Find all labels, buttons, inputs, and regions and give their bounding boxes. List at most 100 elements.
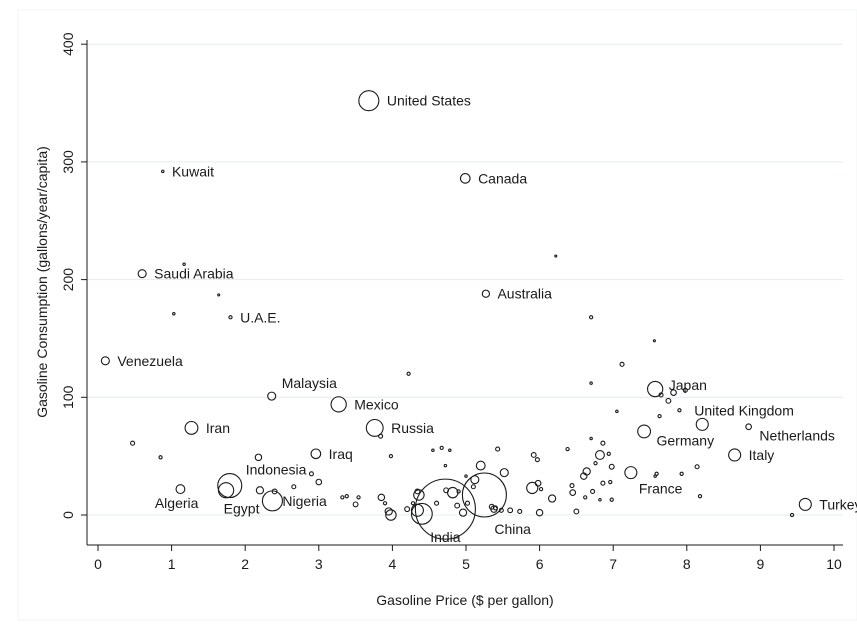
data-point bbox=[565, 446, 570, 452]
data-point bbox=[464, 500, 471, 506]
data-point-labeled bbox=[161, 169, 165, 174]
data-point bbox=[217, 293, 221, 297]
data-point bbox=[254, 453, 263, 462]
data-point bbox=[697, 494, 703, 499]
data-points bbox=[100, 90, 812, 540]
point-label: India bbox=[430, 529, 461, 545]
data-point bbox=[315, 478, 323, 486]
data-point-labeled bbox=[365, 418, 384, 437]
data-point bbox=[608, 463, 615, 470]
data-point bbox=[606, 451, 611, 456]
data-point bbox=[583, 495, 588, 500]
data-point-labeled bbox=[695, 417, 709, 431]
point-label: China bbox=[494, 521, 531, 537]
point-label: Australia bbox=[497, 286, 552, 302]
point-label: Turkey bbox=[819, 496, 857, 512]
data-point bbox=[448, 448, 452, 453]
data-point bbox=[434, 500, 440, 506]
data-point-labeled bbox=[267, 391, 277, 401]
data-point bbox=[598, 497, 602, 502]
data-point bbox=[573, 508, 580, 515]
data-point bbox=[530, 452, 537, 458]
data-point bbox=[456, 489, 461, 494]
data-point-labeled bbox=[228, 315, 233, 320]
x-tick-label: 4 bbox=[389, 556, 397, 572]
data-point bbox=[589, 436, 593, 441]
data-point bbox=[609, 497, 614, 502]
data-point bbox=[308, 471, 314, 477]
data-point-labeled bbox=[647, 380, 664, 398]
data-point-labeled bbox=[798, 497, 812, 511]
data-point bbox=[657, 413, 662, 419]
data-point bbox=[677, 408, 682, 413]
data-point bbox=[547, 494, 557, 503]
data-point bbox=[619, 361, 625, 367]
data-point bbox=[580, 472, 588, 480]
data-point-labeled bbox=[310, 448, 322, 460]
axes bbox=[86, 40, 843, 546]
data-point-labeled bbox=[217, 482, 235, 499]
x-tick-label: 8 bbox=[683, 556, 691, 572]
data-point bbox=[658, 392, 664, 398]
data-point bbox=[569, 483, 575, 489]
point-label: Venezuela bbox=[117, 353, 183, 369]
data-point-labeled bbox=[459, 173, 471, 184]
data-point bbox=[439, 445, 444, 451]
data-point bbox=[352, 501, 359, 508]
data-point bbox=[344, 494, 349, 499]
x-tick-label: 6 bbox=[536, 556, 544, 572]
data-point bbox=[534, 457, 540, 463]
data-point bbox=[388, 453, 394, 459]
point-label: Japan bbox=[669, 377, 707, 393]
data-point bbox=[694, 464, 700, 470]
point-label: Canada bbox=[478, 170, 527, 186]
y-tick-label: 100 bbox=[60, 385, 76, 409]
x-tick-label: 2 bbox=[241, 556, 249, 572]
x-tick-label: 1 bbox=[168, 556, 176, 572]
data-point bbox=[679, 471, 684, 476]
data-point bbox=[291, 484, 297, 490]
data-point bbox=[600, 440, 606, 446]
point-label: Egypt bbox=[224, 500, 260, 516]
data-point-labeled bbox=[217, 473, 243, 499]
data-point bbox=[410, 501, 416, 506]
data-point bbox=[569, 489, 577, 496]
data-point-labeled bbox=[261, 490, 283, 512]
y-tick-label: 200 bbox=[60, 268, 76, 292]
x-tick-label: 0 bbox=[94, 556, 102, 572]
tick-marks-and-labels: 0 100 200 300 400 0 1 2 3 4 5 6 7 8 9 10 bbox=[60, 32, 842, 572]
data-point bbox=[554, 254, 558, 258]
point-label: United Kingdom bbox=[694, 402, 794, 418]
data-point bbox=[588, 315, 594, 320]
data-point bbox=[431, 448, 435, 453]
data-point-labeled bbox=[358, 90, 380, 112]
chart-frame bbox=[17, 9, 857, 621]
data-point-labeled bbox=[461, 472, 507, 518]
y-tick-label: 0 bbox=[60, 511, 76, 519]
data-point-labeled bbox=[414, 478, 476, 540]
data-point bbox=[443, 463, 448, 468]
data-point-labeled bbox=[184, 420, 199, 435]
data-point bbox=[789, 512, 795, 518]
data-point bbox=[507, 507, 514, 514]
data-point bbox=[600, 480, 606, 486]
x-tick-label: 5 bbox=[462, 556, 470, 572]
x-tick-label: 9 bbox=[757, 556, 765, 572]
data-point bbox=[665, 397, 672, 404]
point-label: Mexico bbox=[354, 396, 399, 412]
data-point bbox=[172, 311, 176, 316]
data-point bbox=[593, 461, 598, 466]
data-point bbox=[653, 474, 657, 478]
data-point bbox=[538, 486, 544, 492]
point-label: Germany bbox=[657, 432, 715, 448]
gridlines bbox=[87, 43, 843, 516]
data-point bbox=[404, 506, 411, 513]
point-label: Netherlands bbox=[759, 428, 835, 444]
data-point bbox=[443, 487, 450, 494]
point-label: Italy bbox=[749, 447, 775, 463]
data-point-labeled bbox=[137, 269, 147, 279]
data-point bbox=[255, 486, 265, 495]
data-point bbox=[385, 509, 397, 521]
data-point-labeled bbox=[624, 466, 638, 480]
